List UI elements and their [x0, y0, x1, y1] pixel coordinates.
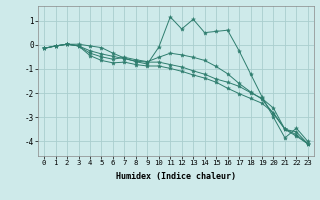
X-axis label: Humidex (Indice chaleur): Humidex (Indice chaleur)	[116, 172, 236, 181]
